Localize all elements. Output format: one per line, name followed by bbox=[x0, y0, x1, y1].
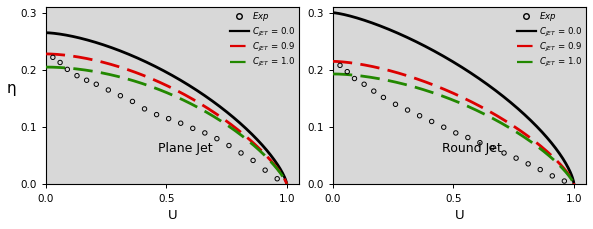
Point bbox=[116, 94, 125, 98]
Point bbox=[176, 121, 186, 125]
Point bbox=[272, 177, 282, 181]
Point bbox=[140, 107, 149, 111]
Point bbox=[82, 78, 91, 82]
Point bbox=[475, 141, 484, 144]
Point bbox=[200, 131, 209, 135]
Point bbox=[487, 146, 497, 150]
Point bbox=[427, 120, 436, 123]
Point bbox=[236, 151, 246, 155]
Legend: $\it{Exp}$, $C_{JET}$ = 0.0, $C_{JET}$ = 0.9, $C_{JET}$ = 1.0: $\it{Exp}$, $C_{JET}$ = 0.0, $C_{JET}$ =… bbox=[228, 9, 297, 71]
Point bbox=[164, 117, 173, 120]
Point bbox=[188, 126, 197, 130]
Point bbox=[350, 77, 359, 80]
Y-axis label: η: η bbox=[7, 81, 17, 96]
Point bbox=[415, 114, 425, 117]
Point bbox=[535, 168, 545, 172]
Point bbox=[48, 55, 58, 59]
Point bbox=[260, 168, 270, 172]
Point bbox=[560, 179, 569, 183]
Legend: $\it{Exp}$, $C_{JET}$ = 0.0, $C_{JET}$ = 0.9, $C_{JET}$ = 1.0: $\it{Exp}$, $C_{JET}$ = 0.0, $C_{JET}$ =… bbox=[515, 9, 584, 71]
Text: Plane Jet: Plane Jet bbox=[158, 142, 212, 155]
Point bbox=[511, 156, 521, 160]
Point bbox=[248, 159, 258, 162]
X-axis label: U: U bbox=[167, 209, 177, 222]
Point bbox=[439, 125, 448, 129]
Point bbox=[391, 102, 400, 106]
Point bbox=[463, 136, 473, 139]
X-axis label: U: U bbox=[455, 209, 464, 222]
Point bbox=[335, 63, 345, 67]
Point bbox=[547, 174, 557, 178]
Point bbox=[224, 144, 234, 147]
Point bbox=[343, 70, 352, 74]
Point bbox=[104, 88, 113, 92]
Point bbox=[91, 82, 101, 86]
Point bbox=[451, 131, 461, 135]
Point bbox=[379, 95, 388, 99]
Point bbox=[403, 108, 412, 112]
Point bbox=[152, 113, 161, 116]
Point bbox=[55, 61, 65, 64]
Point bbox=[369, 89, 378, 93]
Point bbox=[359, 82, 369, 86]
Point bbox=[127, 100, 137, 103]
Point bbox=[212, 137, 222, 140]
Point bbox=[524, 162, 533, 166]
Point bbox=[63, 68, 72, 71]
Text: Round Jet: Round Jet bbox=[442, 142, 502, 155]
Point bbox=[499, 151, 509, 155]
Point bbox=[72, 74, 82, 77]
